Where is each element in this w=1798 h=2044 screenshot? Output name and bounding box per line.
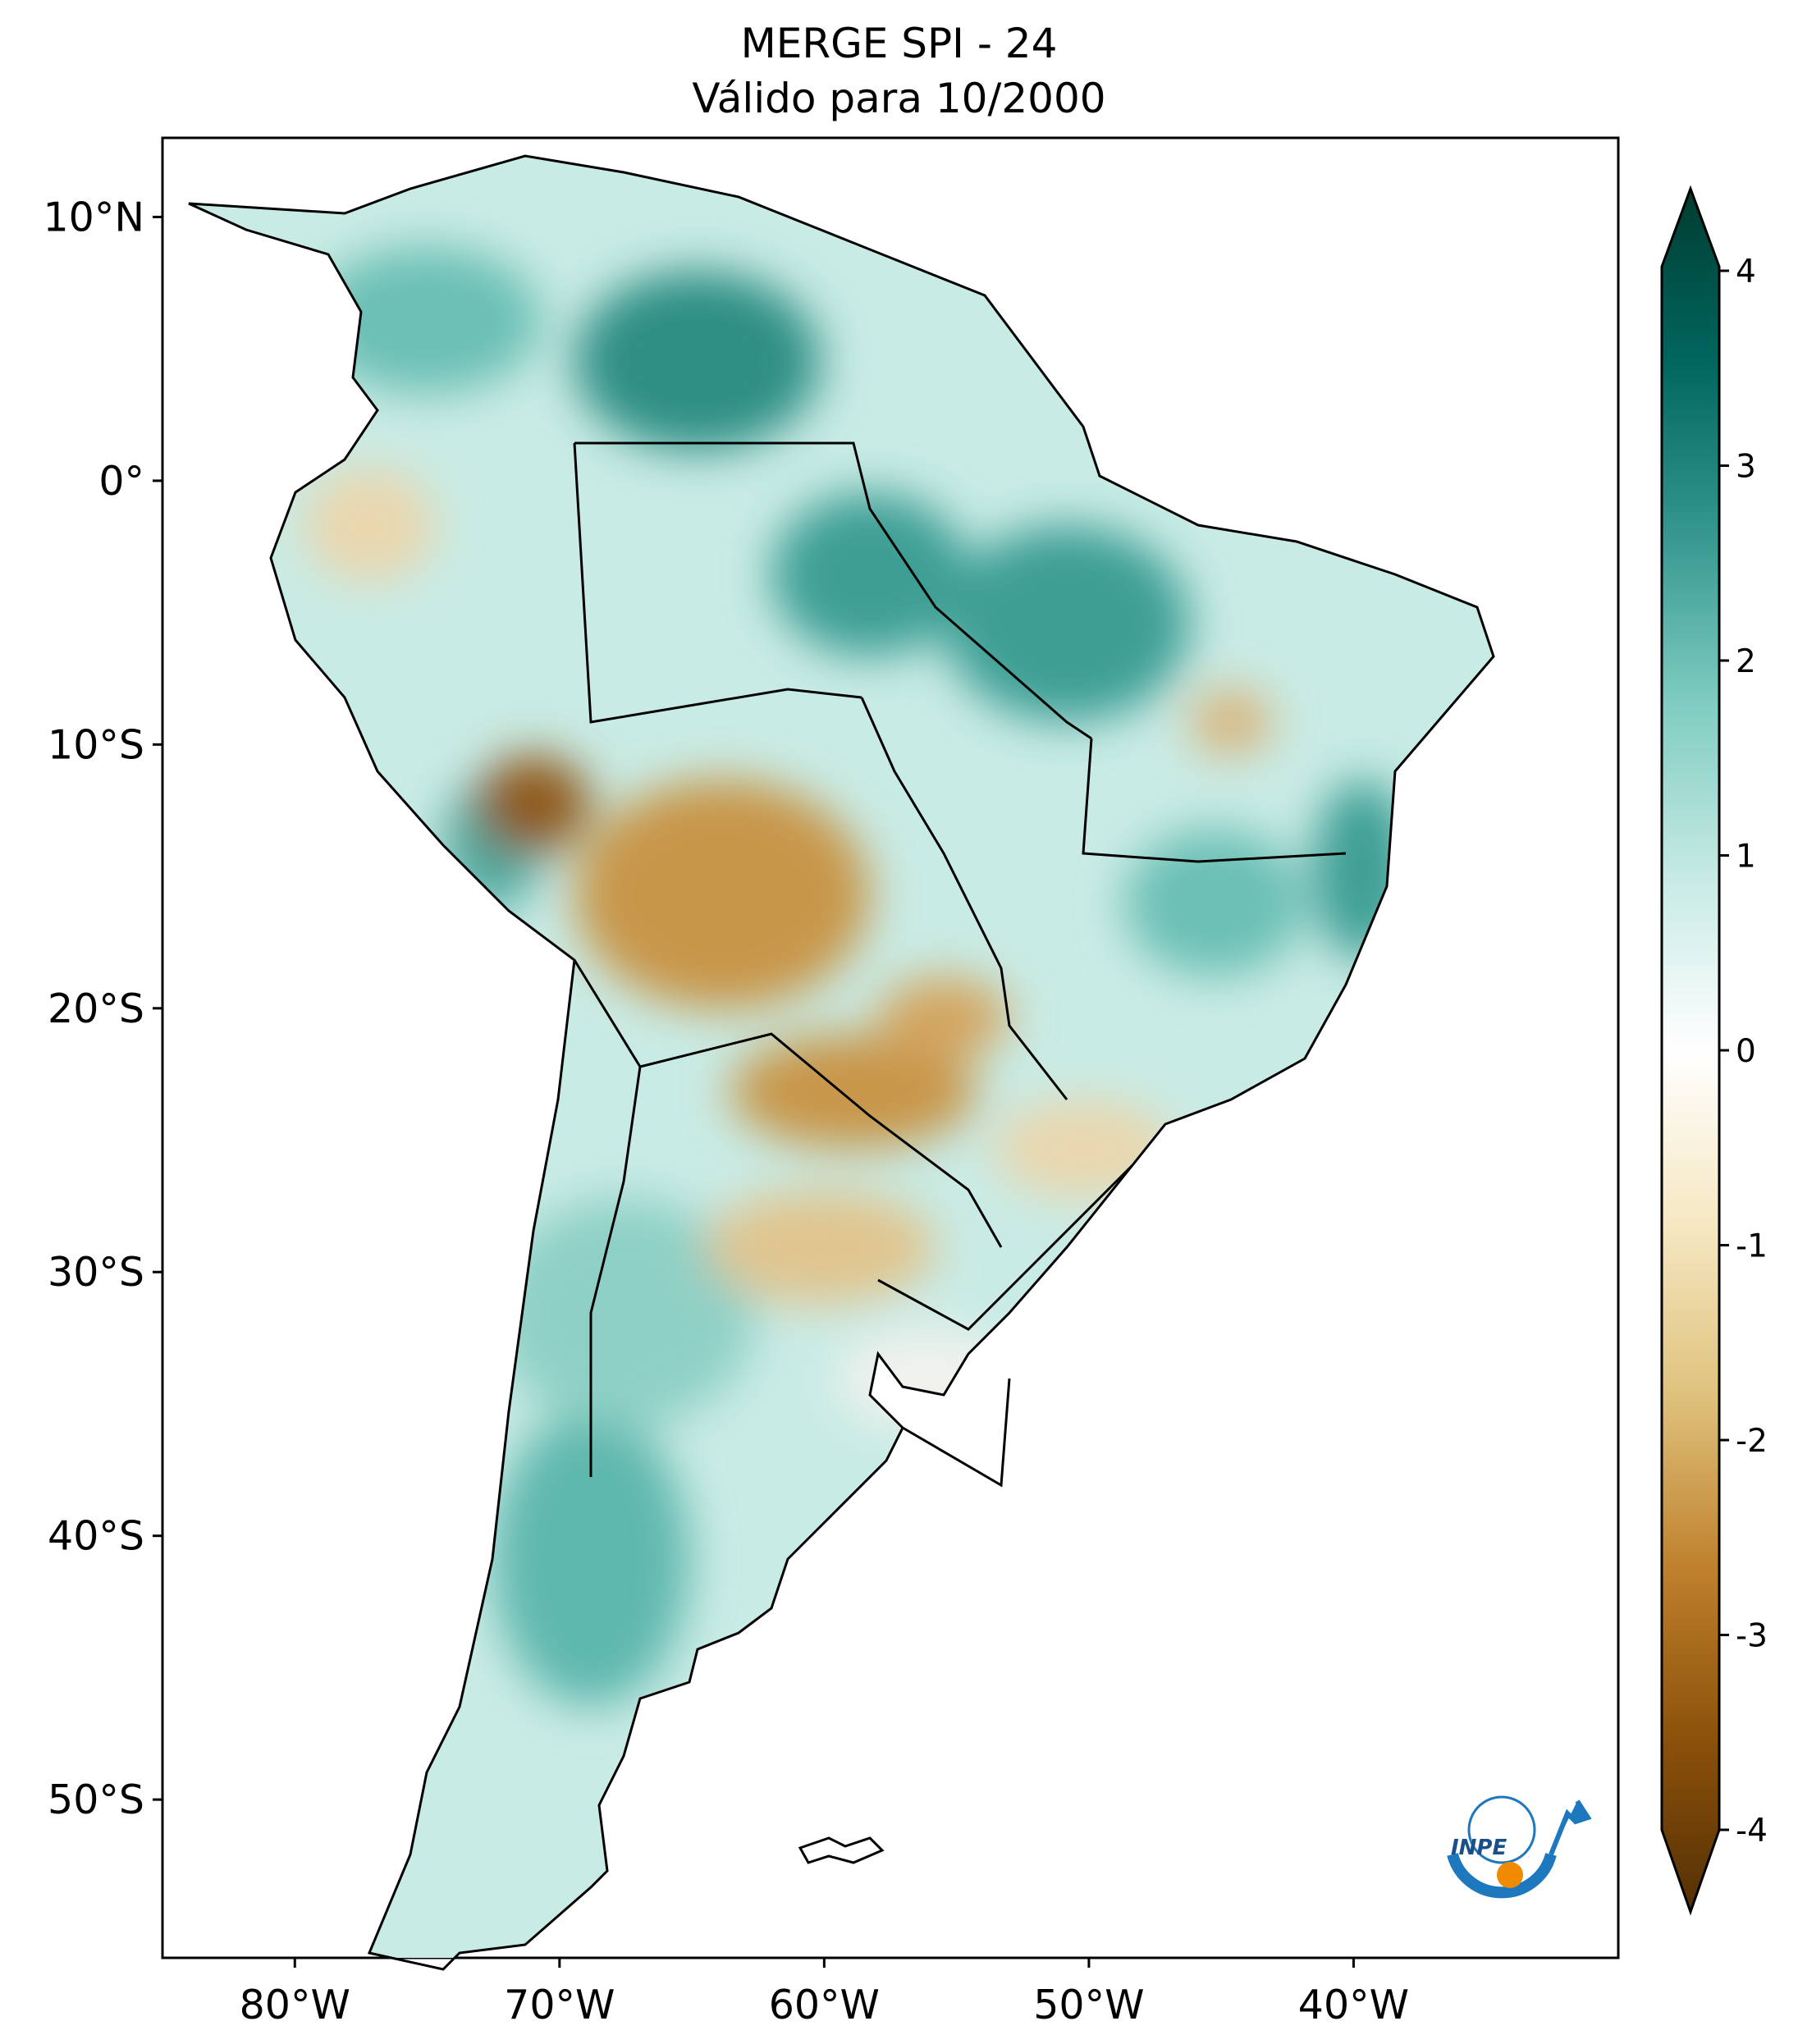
colorbar-tick-label: 3 [1736,449,1756,486]
longitude-axis: 80°W 70°W 60°W 50°W 40°W [240,1958,1409,2028]
colorbar-tick-label: -3 [1736,1618,1768,1655]
lat-tick-label: 30°S [48,1249,144,1296]
inpe-logo: INPE [1447,1795,1592,1899]
lat-tick-label: 40°S [48,1513,144,1560]
border-uruguay [902,1378,1011,1488]
border-chile-argentina [589,1066,642,1477]
lon-tick-label: 70°W [504,1982,615,2028]
map-subtitle: Válido para 10/2000 [692,75,1106,122]
border-paraguay [573,959,1003,1248]
colorbar: 4 3 2 1 0 -1 -2 -3 -4 [1660,185,1768,1916]
lat-tick-label: 0° [98,458,144,505]
lat-tick-label: 50°S [48,1776,144,1823]
lon-tick-label: 40°W [1298,1982,1409,2028]
logo-ring [1447,1853,1557,1899]
lat-tick-label: 20°S [48,985,144,1032]
border-central [860,697,1068,1100]
colorbar-tick-label: -1 [1736,1228,1768,1265]
coastline [188,154,1495,1971]
map-title: MERGE SPI - 24 [740,20,1058,67]
colorbar-tick-label: -2 [1736,1423,1768,1460]
political-borders [573,441,1347,1488]
border-north [574,441,1092,740]
colorbar-tick-label: 1 [1736,839,1756,876]
logo-dot [1497,1862,1523,1888]
lat-tick-label: 10°S [48,721,144,768]
colorbar-ticks: 4 3 2 1 0 -1 -2 -3 -4 [1719,254,1768,1850]
falkland-islands [798,1836,885,1864]
logo-arrow [1549,1799,1592,1856]
lon-tick-label: 60°W [769,1982,880,2028]
lat-tick-label: 10°N [43,194,144,240]
colorbar-tick-label: 4 [1736,254,1756,290]
lon-tick-label: 50°W [1033,1982,1144,2028]
logo-text: INPE [1451,1836,1507,1860]
colorbar-tick-label: -4 [1736,1813,1768,1850]
logo-orbit [1467,1795,1536,1864]
lon-tick-label: 80°W [240,1982,350,2028]
colorbar-bar [1660,185,1721,1916]
colorbar-tick-label: 0 [1736,1033,1756,1070]
border-south [877,1164,1134,1331]
latitude-axis: 10°N 0° 10°S 20°S 30°S 40°S 50°S [43,194,162,1823]
colorbar-tick-label: 2 [1736,643,1756,680]
border-east [1082,738,1347,863]
border-amazon-bolivia [573,442,862,724]
